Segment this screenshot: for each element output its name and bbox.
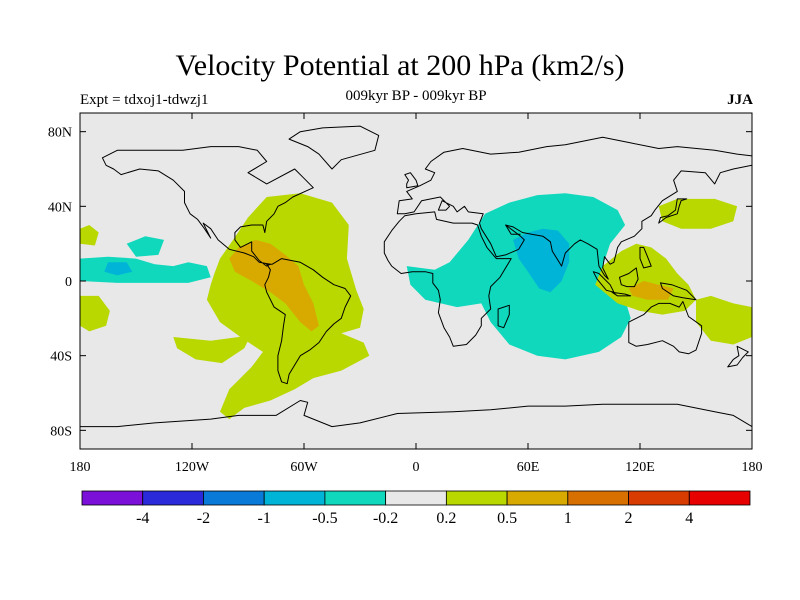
colorbar-label: -1 [258,510,271,527]
colorbar-box-6 [445,490,508,506]
y-tick-label: 0 [65,275,72,290]
colorbar-box-5 [385,490,447,506]
contour-region-7 [406,193,631,360]
contour-region-1 [229,239,319,332]
coastline-philippines [639,246,652,269]
coastline-africa [383,211,512,347]
coastline-japan [658,198,688,224]
coastline-greenland [288,125,380,170]
coastline-arabia-gulf [505,224,521,235]
colorbar-label: 0.5 [497,510,517,527]
coastline-australia [628,301,703,355]
x-tick-label: 0 [413,460,420,475]
map-axes: 180 120W 60W 0 60E 120E 180 80N 40N 0 40S 80S [48,113,763,475]
contour-region-10 [628,281,674,300]
x-tick-label: 120W [175,460,210,475]
colorbar-box-3 [263,490,326,506]
colorbar-label: 2 [625,510,633,527]
x-tick-label: 120E [625,460,655,475]
coastline-java [611,291,632,297]
coastline-eurasia [396,136,752,280]
colorbar-box-2 [203,490,265,506]
colorbar-box-8 [567,490,629,506]
coastline-new-guinea [660,282,697,301]
colorbar-box-1 [142,490,204,506]
contour-region-11 [658,198,738,229]
y-tick-label: 80N [48,126,72,141]
colorbar-box-9 [628,490,690,506]
y-tick-label: 80S [50,424,72,439]
colorbar-label: -2 [197,510,210,527]
contour-region-5 [104,262,133,276]
x-tick-label: 60E [517,460,540,475]
coastline-new-zealand [727,345,749,368]
colorbar-label: -0.5 [312,510,337,527]
coastline-north-america [101,146,314,267]
colorbar-box-7 [506,490,569,506]
coastline-madagascar [497,304,510,329]
coastline-south-america [264,258,352,385]
x-tick-label: 180 [70,460,91,475]
season-label: JJA [727,92,753,108]
contour-region-6 [126,236,164,257]
colorbar-box-10 [688,490,751,506]
colorbar-box-4 [324,490,387,506]
colorbar-box-0 [81,490,144,506]
contour-region-12 [696,295,752,345]
x-tick-label: 60W [290,460,318,475]
contour-region-13 [173,333,252,364]
contour-region-9 [595,243,696,315]
chart-title: Velocity Potential at 200 hPa (km2/s) [175,49,625,82]
colorbar-label: 0.2 [436,510,456,527]
y-tick-label: 40S [50,350,72,365]
coastline-uk [404,172,419,189]
colorbar: -4 -2 -1 -0.5 -0.2 0.2 0.5 1 2 4 [81,490,751,527]
coastline-borneo [619,267,639,288]
colorbar-label: 1 [564,510,572,527]
colorbar-label: -0.2 [373,510,398,527]
contour-fill-layer [80,193,752,420]
coastline-antarctica [80,400,752,428]
coastline-layer [80,125,752,428]
colorbar-label: 4 [685,510,693,527]
contour-region-3 [80,295,110,332]
colorbar-label: -4 [136,510,149,527]
contour-region-8 [513,228,570,293]
contour-region-2 [80,225,99,246]
period-label: 009kyr BP - 009kyr BP [345,88,487,104]
y-tick-label: 40N [48,200,72,215]
experiment-label: Expt = tdxoj1-tdwzj1 [80,92,209,108]
x-tick-label: 180 [742,460,763,475]
